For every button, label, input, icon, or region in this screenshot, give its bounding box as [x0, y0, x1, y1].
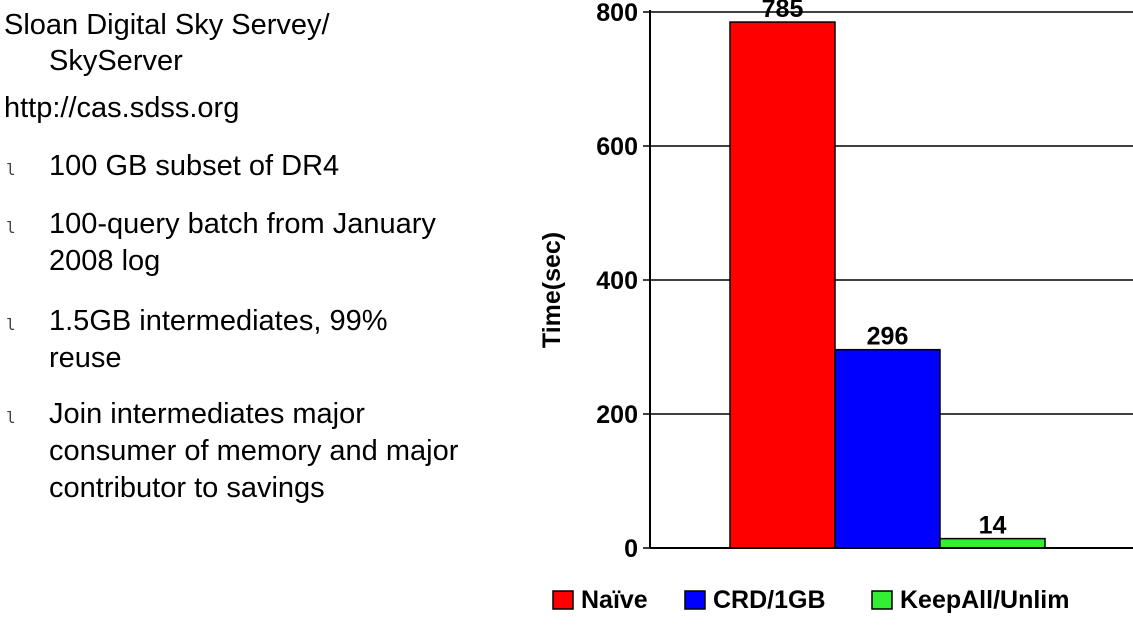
bar-chart: 0 200 400 600 800 785 296 14 Time(sec) Naïve CRD…	[520, 0, 1133, 626]
chart-svg: 0 200 400 600 800 785 296 14 Time(sec) Naïve CRD…	[538, 0, 1133, 614]
y-tick-label: 800	[596, 0, 638, 27]
bar	[729, 21, 836, 549]
bullet-line: contributor to savings	[49, 472, 325, 504]
bullet-icon: l	[6, 160, 16, 179]
legend-label: Naïve	[581, 586, 648, 614]
y-tick-label: 200	[596, 401, 638, 429]
heading-line-2: SkyServer	[49, 45, 183, 77]
data-label: 296	[867, 323, 909, 351]
bullet-icon: l	[6, 218, 16, 237]
y-tick-label: 600	[596, 133, 638, 161]
y-tick-label: 400	[596, 267, 638, 295]
heading-line-1: Sloan Digital Sky Servey/	[4, 9, 330, 41]
bullet-text: 1.5GB intermediates, 99% reuse	[49, 303, 529, 377]
bullet-line: consumer of memory and major	[49, 435, 459, 467]
axes	[643, 10, 1133, 549]
labels: 0 200 400 600 800 785 296 14	[596, 0, 1006, 563]
bullet-text: 100 GB subset of DR4	[49, 148, 529, 185]
bullet-line: Join intermediates major	[49, 398, 365, 430]
legend-swatch	[684, 590, 706, 610]
legend-label: KeepAll/Unlim	[900, 586, 1069, 614]
bar	[834, 348, 941, 549]
legend: Naïve CRD/1GB KeepAll/Unlim	[552, 586, 1069, 614]
bullet-text: 100-query batch from January 2008 log	[49, 206, 529, 280]
y-axis-title: Time(sec)	[538, 232, 566, 348]
bar	[939, 537, 1046, 549]
bullet-icon: l	[6, 315, 16, 334]
bullet-text: Join intermediates major consumer of mem…	[49, 396, 529, 507]
bullet-line: 100-query batch from January	[49, 208, 436, 240]
data-label: 785	[762, 0, 804, 23]
data-label: 14	[979, 512, 1007, 540]
text-panel: Sloan Digital Sky Servey/ SkyServer http…	[0, 0, 540, 626]
bullet-line: 100 GB subset of DR4	[49, 150, 340, 182]
legend-swatch	[552, 590, 574, 610]
legend-swatch	[871, 590, 893, 610]
bars	[729, 21, 1046, 549]
bullet-line: reuse	[49, 342, 122, 374]
url-text: http://cas.sdss.org	[4, 92, 240, 124]
bullet-line: 1.5GB intermediates, 99%	[49, 305, 388, 337]
y-tick-label: 0	[624, 535, 638, 563]
bullet-line: 2008 log	[49, 245, 161, 277]
legend-label: CRD/1GB	[713, 586, 826, 614]
bullet-icon: l	[6, 408, 16, 427]
